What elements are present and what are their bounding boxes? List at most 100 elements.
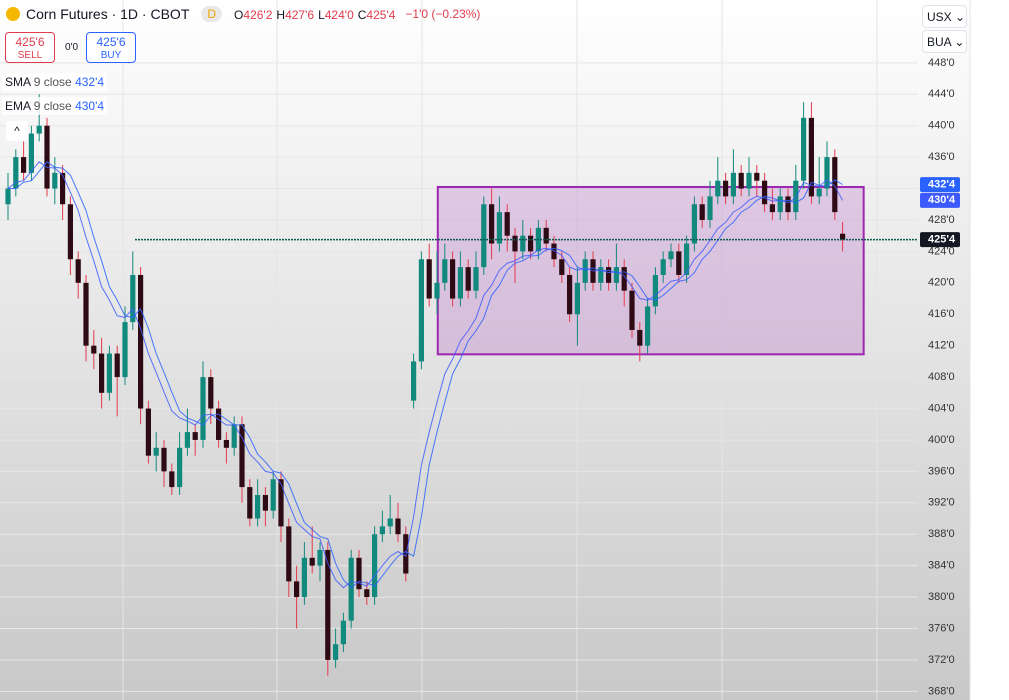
- y-tick-label: 420'0: [928, 277, 955, 289]
- candle-body: [348, 557, 354, 621]
- buy-price: 425'6: [96, 35, 126, 49]
- indicator-badge-label: 430'4: [928, 194, 956, 206]
- candle-body: [645, 306, 651, 346]
- candle-body: [691, 204, 697, 244]
- candle-body: [512, 235, 518, 252]
- candle-body: [418, 259, 424, 362]
- candle-body: [457, 267, 463, 299]
- candle-body: [364, 589, 370, 598]
- candle-body: [309, 557, 315, 566]
- candle-body: [699, 204, 705, 220]
- ohlc-item: O426'2: [234, 8, 272, 22]
- background: [0, 0, 970, 700]
- label: BUA: [927, 35, 952, 49]
- candle-body: [676, 251, 682, 275]
- candle-body: [192, 432, 198, 440]
- candle-body: [145, 408, 151, 456]
- candle-body: [106, 353, 112, 393]
- candle-body: [684, 243, 690, 275]
- candle-body: [83, 282, 89, 346]
- badge: D: [201, 6, 223, 22]
- ohlc-value: 424'0: [324, 8, 354, 22]
- collapse-button[interactable]: ^: [6, 121, 28, 141]
- range-box: [436, 185, 865, 356]
- candle-body: [294, 581, 300, 598]
- y-tick-label: 380'0: [928, 591, 955, 603]
- candle-body: [262, 494, 268, 511]
- change: −1'0 (−0.23%): [405, 7, 481, 21]
- candle-body: [426, 259, 432, 299]
- y-tick-label: 416'0: [928, 308, 955, 320]
- legend-name: SMA: [5, 75, 31, 89]
- ohlc-item: C425'4: [358, 8, 396, 22]
- ohlc-value: 425'4: [366, 8, 396, 22]
- candle-body: [99, 353, 105, 393]
- candle-body: [754, 172, 760, 181]
- symbol[interactable]: Corn Futures · 1D · CBOT: [26, 6, 190, 22]
- candle-body: [528, 235, 534, 252]
- candle-body: [60, 172, 66, 205]
- y-tick-label: 388'0: [928, 528, 955, 540]
- spread: 0'0: [65, 42, 79, 53]
- ohlc-item: H427'6: [276, 8, 314, 22]
- candle-body: [824, 157, 830, 189]
- candle-body: [75, 259, 81, 283]
- candle-body: [208, 377, 214, 409]
- candle-body: [442, 259, 448, 283]
- y-tick-label: 384'0: [928, 560, 955, 572]
- candle-body: [395, 518, 401, 535]
- candle-body: [762, 180, 768, 205]
- price-badge-label: 425'4: [928, 234, 956, 246]
- indicator-badge: [920, 177, 960, 193]
- sell-button[interactable]: 425'6 SELL: [5, 32, 55, 63]
- label: USX: [927, 10, 952, 24]
- y-tick-label: 440'0: [928, 120, 955, 132]
- y-tick-label: 376'0: [928, 622, 955, 634]
- y-tick-label: 436'0: [928, 151, 955, 163]
- buy-label: BUY: [100, 50, 122, 61]
- candle-body: [21, 157, 27, 173]
- candle-body: [200, 377, 206, 440]
- legend-sma[interactable]: SMA 9 close 432'4: [2, 73, 108, 91]
- candle-body: [270, 479, 276, 511]
- candle-body: [138, 274, 144, 409]
- y-tick-label: 424'0: [928, 245, 955, 257]
- buy-button[interactable]: 425'6 BUY: [86, 32, 136, 63]
- y-tick-label: 396'0: [928, 465, 955, 477]
- candle-body: [832, 157, 838, 213]
- candle-body: [184, 432, 190, 448]
- candle-body: [387, 518, 393, 527]
- ohlc-label: C: [357, 8, 367, 22]
- y-tick-label: 408'0: [928, 371, 955, 383]
- legend-value: 432'4: [75, 75, 105, 89]
- currency-button[interactable]: USX ⌄: [922, 5, 967, 28]
- candle-body: [504, 212, 510, 236]
- unit-button[interactable]: BUA ⌄: [922, 30, 967, 53]
- candle-body: [723, 180, 729, 197]
- y-tick-label: 368'0: [928, 685, 955, 697]
- candle-body: [769, 204, 775, 213]
- y-tick-label: 428'0: [928, 214, 955, 226]
- y-tick-label: 392'0: [928, 497, 955, 509]
- candle-body: [13, 157, 19, 189]
- legend-params: 9 close: [33, 75, 72, 89]
- ohlc-item: L424'0: [318, 8, 354, 22]
- candle-body: [730, 172, 736, 197]
- candle-body: [637, 329, 643, 346]
- price-badge: [920, 232, 960, 248]
- candle-body: [216, 408, 222, 440]
- candle-body: [36, 125, 42, 134]
- y-tick-label: 400'0: [928, 434, 955, 446]
- candle-body: [840, 233, 846, 240]
- candle-body: [223, 439, 229, 448]
- candle-body: [567, 274, 573, 315]
- candle-body: [613, 267, 619, 283]
- y-tick-label: 372'0: [928, 654, 955, 666]
- indicator-badge: [920, 192, 960, 208]
- candle-body: [239, 424, 245, 488]
- legend-ema[interactable]: EMA 9 close 430'4: [2, 97, 108, 115]
- candle-body: [598, 267, 604, 283]
- legend-params: 9 close: [33, 99, 72, 113]
- candle-body: [278, 479, 284, 527]
- candle-body: [668, 251, 674, 260]
